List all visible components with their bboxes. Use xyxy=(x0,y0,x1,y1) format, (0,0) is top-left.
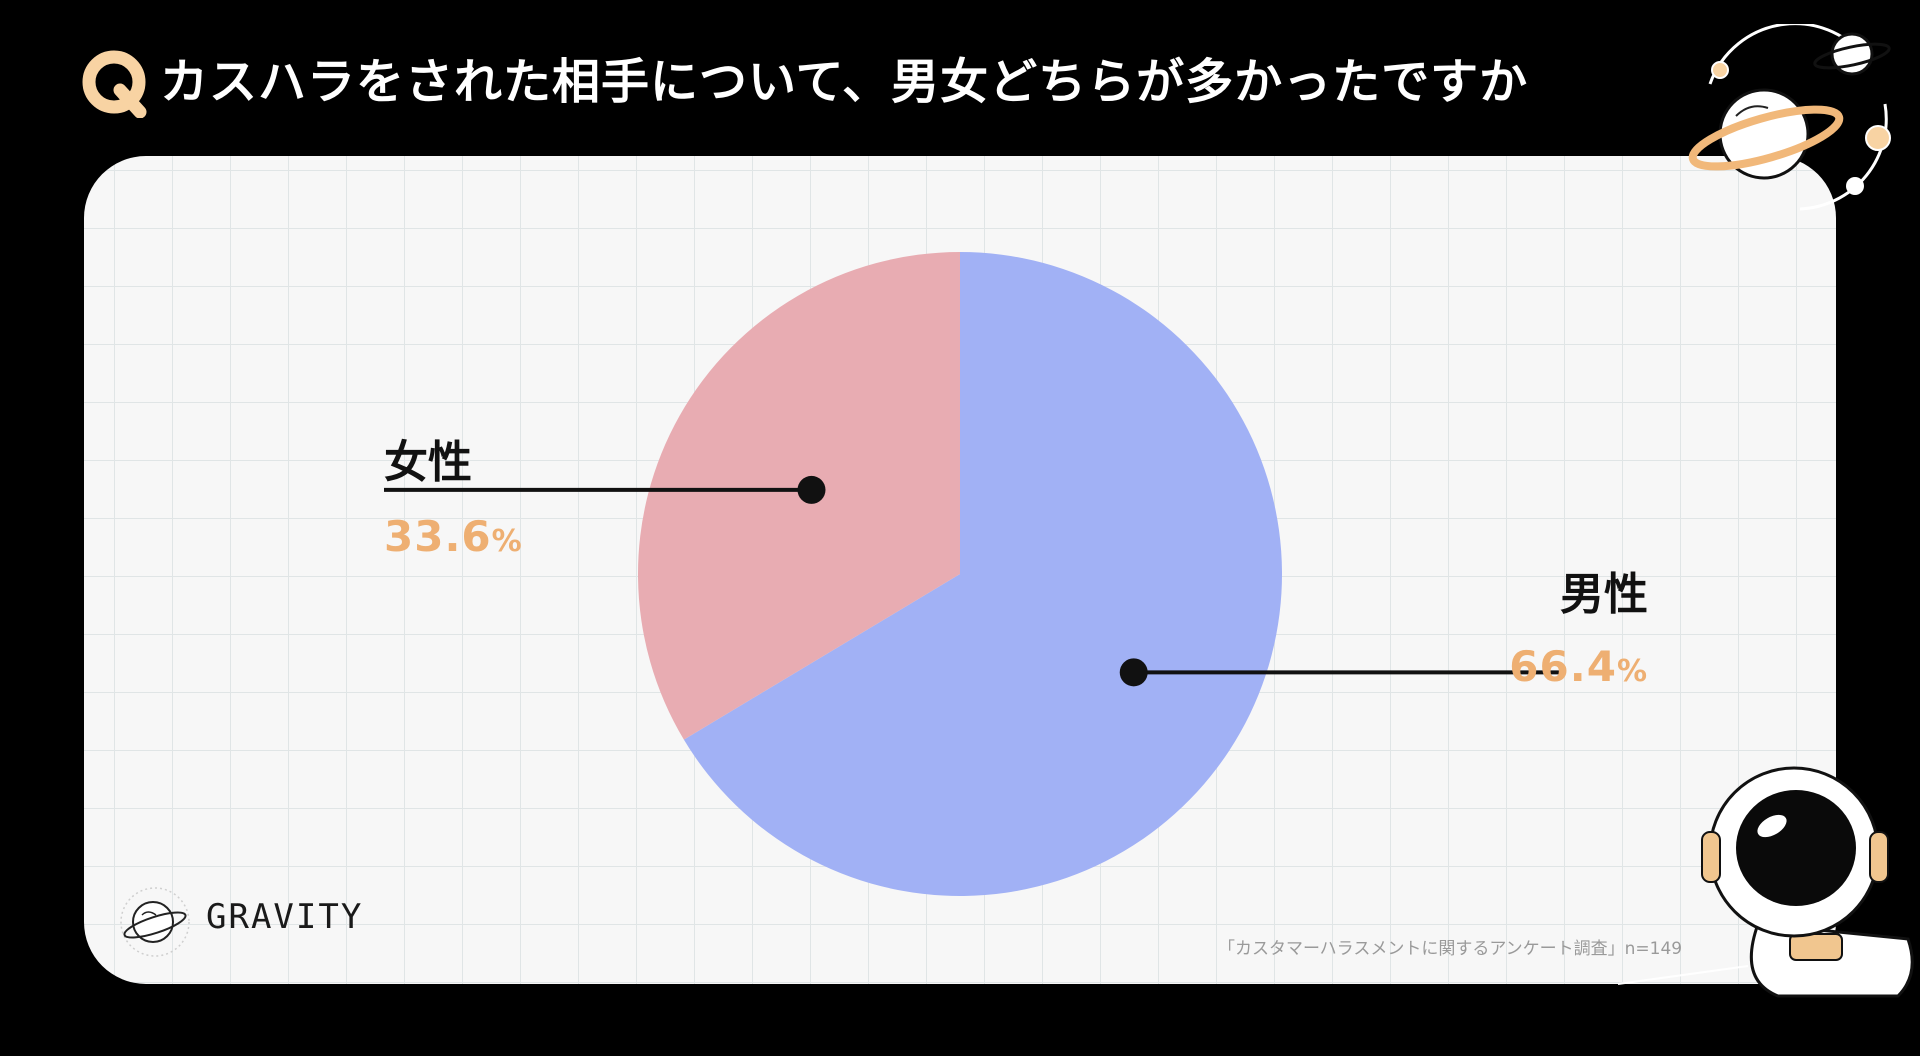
slice-percent-male: 66.4% xyxy=(1470,642,1648,691)
source-note: 「カスタマーハラスメントに関するアンケート調査」n=149 xyxy=(1218,939,1683,959)
chart-card: 女性 33.6% 男性 66.4% xyxy=(84,156,1836,984)
question-title: カスハラをされた相手について、男女どちらが多かったですか xyxy=(160,54,1529,110)
slice-unit-male: % xyxy=(1616,654,1648,689)
brand-name: GRAVITY xyxy=(206,897,364,937)
slice-value-female: 33.6 xyxy=(384,512,492,561)
q-badge-icon xyxy=(82,50,147,118)
slice-label-female: 女性 xyxy=(384,437,472,488)
pie-slice-male xyxy=(683,252,1282,896)
planet-logo-icon xyxy=(120,887,190,957)
planets-icon xyxy=(1688,24,1891,211)
slice-label-male: 男性 xyxy=(1560,569,1648,620)
leader-dot-female xyxy=(797,475,826,504)
leader-dot-male xyxy=(1119,658,1148,687)
pie-chart xyxy=(384,252,1562,896)
slice-percent-female: 33.6% xyxy=(384,512,523,561)
slice-value-male: 66.4 xyxy=(1509,642,1617,691)
slice-unit-female: % xyxy=(491,524,523,559)
astronaut-icon xyxy=(1617,766,1914,998)
